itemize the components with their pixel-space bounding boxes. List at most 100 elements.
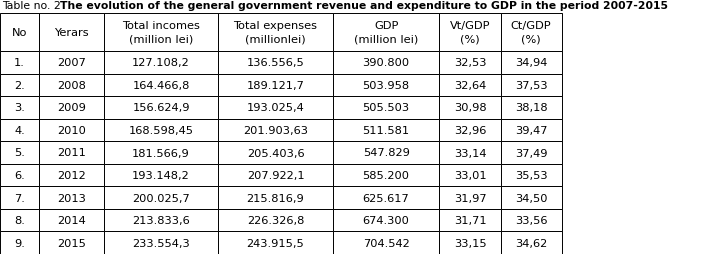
- Text: 32,64: 32,64: [454, 81, 486, 90]
- Bar: [501, 232, 562, 254]
- Text: 2012: 2012: [58, 170, 86, 180]
- Bar: [104, 209, 218, 232]
- Text: 215.816,9: 215.816,9: [246, 193, 305, 203]
- Text: 31,97: 31,97: [453, 193, 486, 203]
- Bar: [439, 119, 501, 142]
- Text: 585.200: 585.200: [363, 170, 409, 180]
- Text: 33,14: 33,14: [453, 148, 486, 158]
- Text: 2011: 2011: [57, 148, 86, 158]
- Text: 213.833,6: 213.833,6: [132, 215, 190, 225]
- Bar: [439, 74, 501, 97]
- Bar: [0, 14, 39, 52]
- Bar: [104, 97, 218, 119]
- Bar: [104, 14, 218, 52]
- Bar: [333, 52, 439, 74]
- Bar: [501, 97, 562, 119]
- Text: 39,47: 39,47: [515, 125, 548, 135]
- Bar: [218, 119, 333, 142]
- Bar: [39, 74, 104, 97]
- Bar: [218, 187, 333, 209]
- Bar: [501, 14, 562, 52]
- Text: No: No: [12, 28, 27, 38]
- Text: The evolution of the general government revenue and expenditure to GDP in the pe: The evolution of the general government …: [60, 1, 668, 11]
- Text: 3.: 3.: [14, 103, 25, 113]
- Text: 37,53: 37,53: [515, 81, 548, 90]
- Text: 9.: 9.: [14, 238, 25, 248]
- Text: 243.915,5: 243.915,5: [246, 238, 305, 248]
- Bar: [0, 187, 39, 209]
- Bar: [39, 52, 104, 74]
- Text: 201.903,63: 201.903,63: [243, 125, 308, 135]
- Bar: [439, 14, 501, 52]
- Bar: [218, 232, 333, 254]
- Bar: [439, 209, 501, 232]
- Bar: [104, 164, 218, 187]
- Bar: [333, 142, 439, 164]
- Text: 193.025,4: 193.025,4: [246, 103, 305, 113]
- Bar: [218, 52, 333, 74]
- Bar: [501, 119, 562, 142]
- Bar: [39, 187, 104, 209]
- Bar: [0, 97, 39, 119]
- Bar: [439, 142, 501, 164]
- Text: 32,96: 32,96: [453, 125, 486, 135]
- Bar: [333, 119, 439, 142]
- Text: Total incomes: Total incomes: [122, 21, 200, 31]
- Bar: [0, 74, 39, 97]
- Bar: [439, 164, 501, 187]
- Bar: [39, 14, 104, 52]
- Text: 233.554,3: 233.554,3: [132, 238, 190, 248]
- Text: Vt/GDP: Vt/GDP: [450, 21, 490, 31]
- Bar: [39, 119, 104, 142]
- Bar: [39, 232, 104, 254]
- Text: 503.958: 503.958: [362, 81, 410, 90]
- Text: 136.556,5: 136.556,5: [246, 58, 305, 68]
- Bar: [333, 164, 439, 187]
- Bar: [439, 97, 501, 119]
- Text: 164.466,8: 164.466,8: [133, 81, 190, 90]
- Text: (millionlei): (millionlei): [245, 35, 306, 45]
- Bar: [104, 142, 218, 164]
- Text: Yerars: Yerars: [54, 28, 89, 38]
- Bar: [439, 52, 501, 74]
- Text: 5.: 5.: [14, 148, 25, 158]
- Bar: [0, 119, 39, 142]
- Text: 30,98: 30,98: [453, 103, 486, 113]
- Text: 7.: 7.: [14, 193, 25, 203]
- Text: 505.503: 505.503: [362, 103, 410, 113]
- Bar: [104, 119, 218, 142]
- Text: 200.025,7: 200.025,7: [132, 193, 190, 203]
- Text: (million lei): (million lei): [129, 35, 193, 45]
- Bar: [39, 209, 104, 232]
- Text: 181.566,9: 181.566,9: [132, 148, 190, 158]
- Text: 33,01: 33,01: [453, 170, 486, 180]
- Text: 2010: 2010: [57, 125, 86, 135]
- Text: GDP: GDP: [374, 21, 398, 31]
- Bar: [501, 142, 562, 164]
- Text: 32,53: 32,53: [453, 58, 486, 68]
- Bar: [501, 52, 562, 74]
- Bar: [218, 209, 333, 232]
- Bar: [439, 187, 501, 209]
- Bar: [39, 97, 104, 119]
- Bar: [218, 164, 333, 187]
- Text: 2009: 2009: [57, 103, 86, 113]
- Text: 226.326,8: 226.326,8: [247, 215, 304, 225]
- Text: 31,71: 31,71: [453, 215, 486, 225]
- Bar: [0, 52, 39, 74]
- Text: 674.300: 674.300: [363, 215, 409, 225]
- Bar: [333, 74, 439, 97]
- Bar: [39, 142, 104, 164]
- Bar: [104, 232, 218, 254]
- Text: 8.: 8.: [14, 215, 25, 225]
- Text: (%): (%): [522, 35, 541, 45]
- Bar: [501, 209, 562, 232]
- Text: Ct/GDP: Ct/GDP: [511, 21, 551, 31]
- Text: 6.: 6.: [14, 170, 25, 180]
- Bar: [104, 52, 218, 74]
- Text: 704.542: 704.542: [363, 238, 409, 248]
- Text: Total expenses: Total expenses: [234, 21, 317, 31]
- Bar: [0, 209, 39, 232]
- Text: 547.829: 547.829: [363, 148, 409, 158]
- Text: 127.108,2: 127.108,2: [132, 58, 190, 68]
